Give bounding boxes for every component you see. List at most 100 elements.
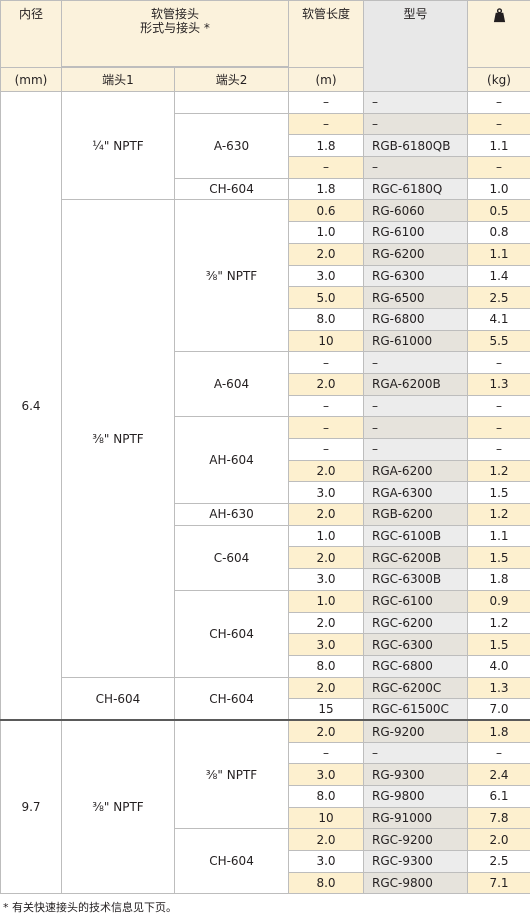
model-cell: – <box>363 438 469 461</box>
end2-cell: CH-604 <box>173 177 290 201</box>
weight-cell: – <box>467 741 530 765</box>
length-cell: 2.0 <box>288 459 365 483</box>
end1-cell: ⅜" NPTF <box>61 199 175 678</box>
header-row-3: (mm) 端头1 端头2 (m) (kg) <box>0 67 530 92</box>
table-row: AH-604 – – – <box>1 416 530 505</box>
table-row: 6.4 ¼" NPTF – – – <box>0 90 530 721</box>
unit-mm: (mm) <box>0 67 62 92</box>
end1-header: 端头1 <box>61 67 175 92</box>
weight-cell: 2.4 <box>467 763 530 786</box>
model-cell: – <box>363 91 469 114</box>
end1-cell: CH-604 <box>61 676 175 721</box>
end2-cell: ⅜" NPTF <box>173 199 290 353</box>
table-row: – – – <box>1 394 530 418</box>
weight-cell: 4.1 <box>467 307 530 331</box>
table-row: – – – <box>1 438 530 461</box>
weight-cell: – <box>467 416 530 439</box>
weight-cell: – <box>467 112 530 136</box>
weight-cell: 1.5 <box>467 546 530 570</box>
weight-cell: 7.0 <box>467 698 530 721</box>
model-cell: RGC-61500C <box>363 698 469 721</box>
length-cell: 15 <box>288 698 365 721</box>
model-cell: – <box>363 741 469 765</box>
length-header: 软管长度 <box>288 0 365 68</box>
length-cell: – <box>288 91 365 114</box>
weight-cell: 6.1 <box>467 785 530 808</box>
model-cell: RG-91000 <box>363 806 469 830</box>
model-cell: RG-61000 <box>363 329 469 353</box>
end2-header: 端头2 <box>173 67 290 92</box>
model-cell: RG-6060 <box>363 199 469 223</box>
weight-cell: 1.2 <box>467 459 530 483</box>
table-row: 8.0 RG-6800 4.1 <box>1 307 530 331</box>
table-row: 2.0 RGA-6200 1.2 <box>1 459 530 483</box>
weight-cell: 4.0 <box>467 654 530 678</box>
weight-cell: 7.1 <box>467 871 530 895</box>
model-cell: RGC-6180Q <box>363 177 469 201</box>
model-cell: RGC-6800 <box>363 654 469 678</box>
end2-cell: ⅜" NPTF <box>173 719 290 830</box>
model-cell: – <box>363 156 469 179</box>
model-cell: RGC-6300 <box>363 633 469 656</box>
model-cell: RG-9300 <box>363 763 469 786</box>
weight-cell: 0.9 <box>467 589 530 613</box>
length-cell: 1.8 <box>288 177 365 201</box>
footnote: * 有关快速接头的技术信息见下页。 <box>3 901 177 914</box>
diameter-cell: 6.4 <box>0 91 62 721</box>
end2-cell: CH-604 <box>173 828 290 895</box>
length-cell: 0.6 <box>288 199 365 223</box>
length-cell: 8.0 <box>288 307 365 331</box>
length-cell: 5.0 <box>288 286 365 309</box>
weight-cell: 1.1 <box>467 524 530 548</box>
model-cell: RG-6100 <box>363 221 469 244</box>
weight-cell: 7.8 <box>467 806 530 830</box>
length-cell: 1.8 <box>288 134 365 158</box>
length-cell: 3.0 <box>288 264 365 288</box>
weight-icon <box>493 8 505 23</box>
table-row: A-630 – – – <box>1 112 530 179</box>
weight-cell: 0.5 <box>467 199 530 223</box>
table-row: 2.0 RGC-6200B 1.5 <box>1 546 530 570</box>
table-row: CH-604 1.0 RGC-6100 0.9 <box>1 589 530 678</box>
weight-cell: – <box>467 351 530 374</box>
model-cell: RGA-6200B <box>363 372 469 396</box>
length-cell: 2.0 <box>288 503 365 526</box>
table-row: CH-604 CH-604 2.0 RGC-6200C 1.3 <box>1 676 530 721</box>
table-row: – – – <box>1 156 530 179</box>
length-cell: 1.0 <box>288 221 365 244</box>
length-cell: 8.0 <box>288 654 365 678</box>
end2-cell: CH-604 <box>173 589 290 678</box>
length-cell: 2.0 <box>288 719 365 743</box>
end2-cell: AH-630 <box>173 503 290 526</box>
table-row: C-604 1.0 RGC-6100B 1.1 <box>1 524 530 591</box>
length-cell: 2.0 <box>288 372 365 396</box>
table-row: 8.0 RGC-9800 7.1 <box>1 871 530 895</box>
length-cell: 2.0 <box>288 611 365 635</box>
length-cell: – <box>288 156 365 179</box>
model-cell: RGB-6180QB <box>363 134 469 158</box>
length-cell: – <box>288 438 365 461</box>
length-cell: – <box>288 416 365 439</box>
diameter-header: 内径 <box>0 0 62 68</box>
length-cell: 1.0 <box>288 524 365 548</box>
model-cell: – <box>363 394 469 418</box>
model-cell: RGC-9800 <box>363 871 469 895</box>
length-cell: 3.0 <box>288 568 365 591</box>
weight-cell: – <box>467 156 530 179</box>
weight-cell: 1.8 <box>467 719 530 743</box>
model-cell: RGC-9300 <box>363 850 469 873</box>
model-cell: RGB-6200 <box>363 503 469 526</box>
unit-m: (m) <box>288 67 365 92</box>
table-row: 15 RGC-61500C 7.0 <box>1 698 530 721</box>
weight-cell: 1.2 <box>467 503 530 526</box>
weight-cell: 1.1 <box>467 134 530 158</box>
weight-cell: 1.8 <box>467 568 530 591</box>
end2-cell: A-630 <box>173 112 290 179</box>
table-row: 3.0 RGC-6300B 1.8 <box>1 568 530 591</box>
weight-cell: 1.0 <box>467 177 530 201</box>
length-cell: 2.0 <box>288 828 365 852</box>
diameter-cell: 9.7 <box>0 719 62 895</box>
length-cell: 2.0 <box>288 546 365 570</box>
model-cell: RG-6500 <box>363 286 469 309</box>
model-cell: – <box>363 112 469 136</box>
